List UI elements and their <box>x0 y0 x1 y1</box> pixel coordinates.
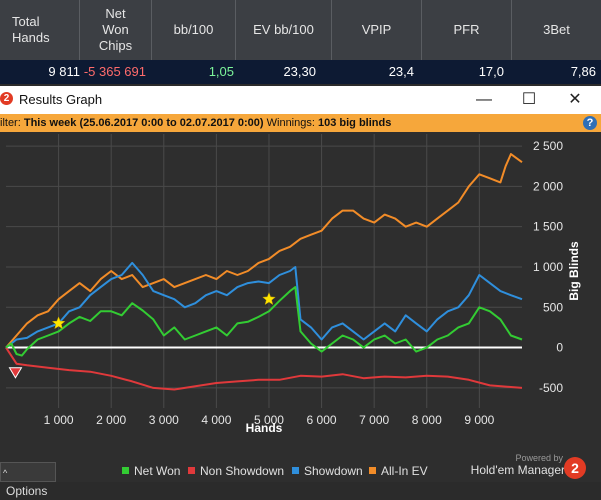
stats-header-vpip[interactable]: VPIP <box>332 0 422 60</box>
caret-up-icon: ^ <box>3 468 8 478</box>
stats-header-line: bb/100 <box>173 22 214 37</box>
star-marker <box>262 292 276 306</box>
stats-panel: Total Hands Net Won Chips bb/100 EV bb/100 … <box>0 0 601 84</box>
filter-prefix: ilter: <box>0 117 24 129</box>
non-showdown-line <box>5 347 523 391</box>
stats-header-3bet[interactable]: 3Bet <box>512 0 601 60</box>
stats-header-line: Hands <box>12 30 50 45</box>
net-won-line <box>5 286 523 357</box>
stats-value-3bet: 7,86 <box>570 64 596 79</box>
options-button[interactable]: ^ Options <box>0 462 56 498</box>
y-tick-label: -500 <box>539 381 563 395</box>
window-title: Results Graph <box>19 92 103 107</box>
stats-header-pfr[interactable]: PFR <box>422 0 512 60</box>
stats-header-bb100[interactable]: bb/100 <box>152 0 236 60</box>
y-axis-label: Big Blinds <box>567 241 581 301</box>
filter-bar[interactable]: ilter: This week (25.06.2017 0:00 to 02.… <box>0 114 601 132</box>
all-in-ev-swatch <box>369 467 376 475</box>
stats-header-net-won-chips[interactable]: Net Won Chips <box>80 0 152 60</box>
stats-header-line: Won <box>102 22 129 37</box>
stats-header-line: Net <box>105 6 126 21</box>
y-tick-label: 2 000 <box>533 179 563 193</box>
winnings-label: Winnings: <box>263 117 318 129</box>
down-triangle-marker <box>8 367 23 379</box>
non-showdown-swatch <box>188 467 195 475</box>
x-tick-label: 3 000 <box>149 413 179 427</box>
stats-header-total-hands[interactable]: Total Hands <box>0 0 80 60</box>
x-tick-label: 6 000 <box>307 413 337 427</box>
powered-by-text: Powered by <box>515 453 563 463</box>
stats-header-ev-bb100[interactable]: EV bb/100 <box>236 0 332 60</box>
stats-header-line: Total <box>12 14 40 29</box>
stats-value-row[interactable]: 9 811 -5 365 691 1,05 23,30 23,4 17,0 7,… <box>0 60 601 84</box>
title-bar[interactable]: 2 Results Graph — ☐ ✕ <box>0 86 601 114</box>
x-tick-label: 4 000 <box>201 413 231 427</box>
legend-item-net-won: Net Won <box>122 462 180 480</box>
stats-value-pfr: 17,0 <box>478 64 504 79</box>
x-tick-label: 9 000 <box>464 413 494 427</box>
x-tick-label: 1 000 <box>44 413 74 427</box>
legend-item-showdown: Showdown <box>292 462 363 480</box>
legend-item-all-in-ev: All-In EV <box>369 462 428 480</box>
x-axis-label: Hands <box>246 421 283 435</box>
stats-header-line: 3Bet <box>543 22 570 37</box>
winnings-value: 103 big blinds <box>317 117 392 129</box>
minimize-button[interactable]: — <box>476 91 492 108</box>
stats-header-line: PFR <box>453 22 480 37</box>
y-tick-label: 0 <box>556 341 563 355</box>
y-tick-label: 1 000 <box>533 260 563 274</box>
legend-item-non-showdown: Non Showdown <box>188 462 284 480</box>
stats-header-line: Chips <box>98 38 133 53</box>
close-button[interactable]: ✕ <box>568 91 582 108</box>
options-label: Options <box>6 484 48 498</box>
stats-value-bb100: 1,05 <box>208 64 234 79</box>
legend-label: Showdown <box>304 464 363 478</box>
hem-logo-icon: 2 <box>564 457 586 479</box>
x-tick-label: 7 000 <box>359 413 389 427</box>
y-tick-label: 500 <box>543 300 563 314</box>
stats-value-vpip: 23,4 <box>388 64 414 79</box>
results-chart: 1 000 2 000 3 000 4 000 5 000 6 000 7 000 8 000… <box>5 134 581 435</box>
star-marker <box>51 316 66 330</box>
y-tick-label: 2 500 <box>533 139 563 153</box>
stats-header-line: VPIP <box>361 22 392 37</box>
legend-label: Net Won <box>134 464 181 478</box>
stats-value-ev-bb100: 23,30 <box>283 64 316 79</box>
legend-label: Non Showdown <box>200 464 285 478</box>
maximize-button[interactable]: ☐ <box>521 91 537 108</box>
legend-label: All-In EV <box>381 464 428 478</box>
showdown-swatch <box>292 467 299 475</box>
help-icon[interactable]: ? <box>583 116 597 130</box>
product-name: Hold'em Manager <box>470 463 565 477</box>
x-tick-label: 5 000 <box>254 413 284 427</box>
filter-date-range: This week (25.06.2017 0:00 to 02.07.2017… <box>23 117 264 129</box>
y-tick-label: 1 500 <box>533 220 563 234</box>
all-in-ev-line <box>5 153 523 349</box>
stats-value-net-won-chips: -5 365 691 <box>83 64 146 79</box>
x-tick-label: 8 000 <box>412 413 442 427</box>
net-won-swatch <box>122 467 129 475</box>
hem-app-icon: 2 <box>0 92 13 105</box>
x-tick-label: 2 000 <box>96 413 126 427</box>
stats-header-line: EV bb/100 <box>253 22 314 37</box>
stats-value-total-hands: 9 811 <box>48 64 80 79</box>
showdown-line <box>5 261 523 349</box>
